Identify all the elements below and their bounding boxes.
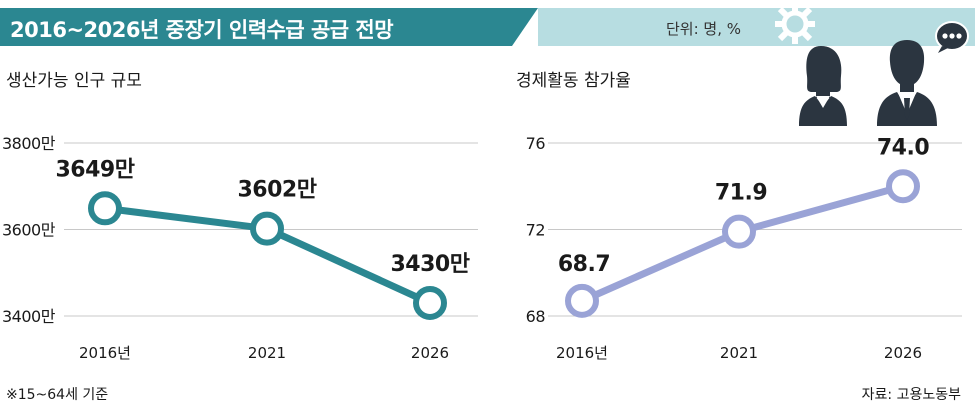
unit-label: 단위: 명, % [666, 20, 742, 38]
title-box: 2016~2026년 중장기 인력수급 공급 전망 [0, 8, 512, 46]
footnote: ※15~64세 기준 [6, 387, 109, 403]
y-tick-label: 68 [526, 307, 546, 326]
data-point [413, 286, 447, 321]
data-label: 68.7 [558, 252, 610, 277]
x-tick-label: 2016년 [556, 344, 608, 362]
right-chart-title: 경제활동 참가율 [516, 71, 631, 91]
x-tick-label: 2021 [248, 344, 286, 362]
data-label: 3430만 [391, 252, 470, 277]
y-tick-label: 76 [526, 134, 546, 153]
x-tick-label: 2026 [411, 344, 449, 362]
x-tick-label: 2021 [720, 344, 758, 362]
y-tick-label: 72 [526, 221, 545, 240]
unit-band [538, 8, 975, 46]
data-label: 74.0 [877, 135, 929, 160]
data-label: 3649만 [56, 157, 135, 182]
x-tick-label: 2016년 [79, 344, 131, 362]
left-chart-title: 생산가능 인구 규모 [6, 71, 142, 91]
y-tick-label: 3800만 [2, 134, 56, 153]
data-point [886, 169, 920, 204]
y-tick-label: 3600만 [2, 221, 56, 240]
y-tick-label: 3400만 [2, 307, 56, 326]
header-bar: 2016~2026년 중장기 인력수급 공급 전망 단위: 명, % [0, 8, 975, 53]
chart-title: 2016~2026년 중장기 인력수급 공급 전망 [10, 18, 394, 42]
data-point [250, 211, 284, 246]
speech-bubble-icon [935, 21, 969, 53]
data-point [88, 191, 122, 226]
people-icon [799, 40, 937, 126]
data-point [565, 283, 599, 318]
title-tail [512, 8, 538, 46]
source-credit: 자료: 고용노동부 [861, 387, 961, 403]
data-label: 3602만 [238, 178, 317, 203]
data-point [722, 214, 756, 249]
x-tick-label: 2026 [884, 344, 922, 362]
gear-icon [775, 8, 815, 44]
data-label: 71.9 [715, 181, 767, 206]
